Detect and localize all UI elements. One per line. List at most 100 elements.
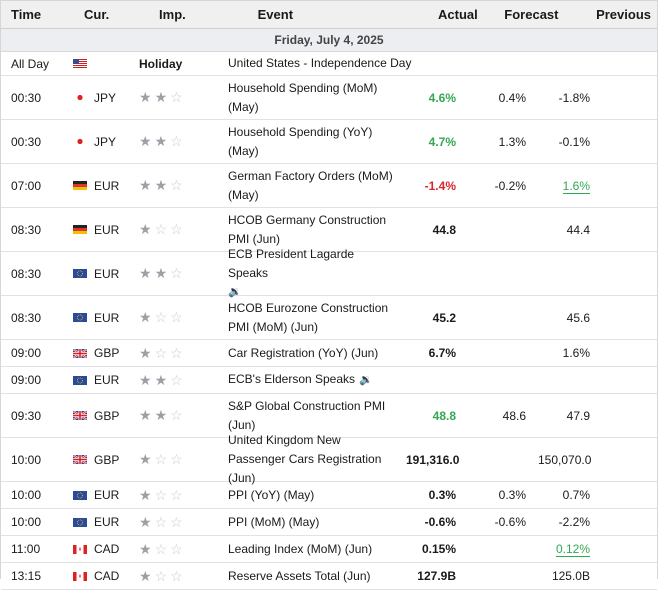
currency-cell: EUR xyxy=(67,223,133,237)
star-filled-icon: ★ xyxy=(139,407,155,423)
star-empty-icon: ☆ xyxy=(170,133,186,149)
currency-code: GBP xyxy=(94,346,120,360)
star-filled-icon: ★ xyxy=(154,265,171,281)
header-event[interactable]: Event xyxy=(257,7,294,22)
header-actual[interactable]: Actual xyxy=(438,7,478,22)
event-title[interactable]: PPI (MoM) (May) xyxy=(228,514,320,529)
importance-stars: ★★☆ xyxy=(133,265,222,282)
event-row[interactable]: 09:00 EUR ★★☆ ECB's Elderson Speaks 🔉 xyxy=(1,367,657,394)
event-row[interactable]: All Day Holiday United States - Independen… xyxy=(1,52,657,76)
event-time: 00:30 xyxy=(11,134,42,149)
event-title[interactable]: Reserve Assets Total (Jun) xyxy=(228,568,371,583)
event-row[interactable]: 09:30 GBP ★★☆ S&P Global Construction PMI (… xyxy=(1,394,657,438)
event-name[interactable]: German Factory Orders (MoM) (May) xyxy=(222,167,400,205)
previous-value: -1.8% xyxy=(532,91,624,105)
header-cur[interactable]: Cur. xyxy=(84,7,110,22)
event-row[interactable]: 10:00 EUR ★☆☆ PPI (YoY) (May) 0.3% 0.3% 0.7% xyxy=(1,482,657,509)
star-filled-icon: ★ xyxy=(139,567,155,584)
event-row[interactable]: 13:15 CAD ★☆☆ Reserve Assets Total (Jun) 127… xyxy=(1,563,657,590)
event-title[interactable]: Car Registration (YoY) (Jun) xyxy=(228,345,379,360)
event-name[interactable]: HCOB Eurozone Construction PMI (MoM) (Ju… xyxy=(222,299,400,337)
event-row[interactable]: 10:00 GBP ★☆☆ United Kingdom New Passenger … xyxy=(1,433,657,485)
event-row[interactable]: 09:00 GBP ★☆☆ Car Registration (YoY) (Jun) 6… xyxy=(1,340,657,367)
flag-eu-icon xyxy=(73,269,87,278)
event-title[interactable]: HCOB Germany Construction PMI (Jun) xyxy=(228,212,387,246)
event-row[interactable]: 00:30 JPY ★★☆ Household Spending (YoY) (May… xyxy=(1,120,657,164)
event-row[interactable]: 07:00 EUR ★★☆ German Factory Orders (MoM) (… xyxy=(1,164,657,208)
event-title[interactable]: Household Spending (YoY) (May) xyxy=(228,124,373,158)
star-empty-icon: ☆ xyxy=(170,344,186,361)
header-forecast[interactable]: Forecast xyxy=(504,7,559,22)
event-row[interactable]: 11:00 CAD ★☆☆ Leading Index (MoM) (Jun) 0.15… xyxy=(1,536,657,563)
currency-code: EUR xyxy=(94,515,120,529)
importance-stars: ★☆☆ xyxy=(133,221,222,238)
event-title[interactable]: HCOB Eurozone Construction PMI (MoM) (Ju… xyxy=(228,300,389,334)
event-time: All Day xyxy=(11,56,50,71)
importance-stars: ★☆☆ xyxy=(133,541,222,558)
previous-value: 44.4 xyxy=(532,223,624,237)
event-time: 08:30 xyxy=(11,222,42,237)
event-name[interactable]: ECB President Lagarde Speaks 🔉 xyxy=(222,245,400,302)
actual-value: 0.15% xyxy=(421,542,456,556)
currency-cell: EUR xyxy=(67,373,133,387)
event-name[interactable]: ECB's Elderson Speaks 🔉 xyxy=(222,370,400,390)
event-name[interactable]: PPI (MoM) (May) xyxy=(222,513,400,532)
event-row[interactable]: 08:30 EUR ★★☆ ECB President Lagarde Speaks 🔉 xyxy=(1,247,657,298)
event-list: All Day Holiday United States - Independen… xyxy=(1,52,657,590)
flag-eu-icon xyxy=(73,313,87,322)
event-time: 10:00 xyxy=(11,515,42,529)
star-filled-icon: ★ xyxy=(139,221,155,237)
star-filled-icon: ★ xyxy=(139,177,155,193)
event-title[interactable]: ECB President Lagarde Speaks xyxy=(228,247,355,280)
star-filled-icon: ★ xyxy=(154,371,171,388)
currency-cell: EUR xyxy=(67,311,133,325)
header-previous[interactable]: Previous xyxy=(596,7,651,22)
previous-text: 45.6 xyxy=(566,310,590,325)
previous-text: -1.8% xyxy=(558,90,590,105)
star-empty-icon: ☆ xyxy=(154,513,171,530)
event-name[interactable]: PPI (YoY) (May) xyxy=(222,486,400,505)
importance-stars: ★★☆ xyxy=(133,133,222,150)
currency-code: GBP xyxy=(94,408,120,423)
flag-gb-icon xyxy=(73,455,87,464)
previous-text: 125.0B xyxy=(551,569,590,583)
star-empty-icon: ☆ xyxy=(154,344,171,361)
currency-cell: CAD xyxy=(67,569,133,583)
star-empty-icon: ☆ xyxy=(170,513,186,530)
event-time: 10:00 xyxy=(11,488,42,502)
event-name[interactable]: Car Registration (YoY) (Jun) xyxy=(222,344,400,363)
event-name[interactable]: Household Spending (YoY) (May) xyxy=(222,123,400,161)
event-time: 09:00 xyxy=(11,346,42,360)
event-name[interactable]: United States - Independence Day xyxy=(222,54,462,73)
event-title[interactable]: ECB's Elderson Speaks xyxy=(228,372,356,386)
event-name[interactable]: Household Spending (MoM) (May) xyxy=(222,79,400,117)
event-title[interactable]: United Kingdom New Passenger Cars Regist… xyxy=(228,433,382,485)
star-empty-icon: ☆ xyxy=(154,540,171,557)
event-name[interactable]: Reserve Assets Total (Jun) xyxy=(222,567,400,586)
star-empty-icon: ☆ xyxy=(170,177,186,193)
event-name[interactable]: HCOB Germany Construction PMI (Jun) xyxy=(222,211,400,249)
star-empty-icon: ☆ xyxy=(170,540,186,557)
event-row[interactable]: 08:30 EUR ★☆☆ HCOB Eurozone Construction PM… xyxy=(1,296,657,340)
currency-code: EUR xyxy=(94,310,120,325)
currency-code: EUR xyxy=(94,373,120,387)
event-row[interactable]: 00:30 JPY ★★☆ Household Spending (MoM) (May… xyxy=(1,76,657,120)
star-empty-icon: ☆ xyxy=(154,451,171,467)
header-imp[interactable]: Imp. xyxy=(159,7,186,22)
event-name[interactable]: Leading Index (MoM) (Jun) xyxy=(222,540,400,559)
event-title[interactable]: Household Spending (MoM) (May) xyxy=(228,80,378,114)
currency-cell: JPY xyxy=(67,91,133,105)
header-time[interactable]: Time xyxy=(11,7,42,22)
flag-ca-icon xyxy=(73,544,87,554)
event-title[interactable]: Leading Index (MoM) (Jun) xyxy=(228,541,373,556)
event-title[interactable]: United States - Independence Day xyxy=(228,56,412,70)
event-name[interactable]: S&P Global Construction PMI (Jun) xyxy=(222,397,400,435)
event-title[interactable]: S&P Global Construction PMI (Jun) xyxy=(228,398,386,432)
event-row[interactable]: 10:00 EUR ★☆☆ PPI (MoM) (May) -0.6% -0.6% -2.2… xyxy=(1,509,657,536)
speaker-icon: 🔉 xyxy=(359,374,373,386)
event-title[interactable]: German Factory Orders (MoM) (May) xyxy=(228,168,393,202)
currency-cell: CAD xyxy=(67,542,133,556)
event-row[interactable]: 08:30 EUR ★☆☆ HCOB Germany Construction PMI… xyxy=(1,208,657,252)
event-name[interactable]: United Kingdom New Passenger Cars Regist… xyxy=(222,431,400,488)
event-title[interactable]: PPI (YoY) (May) xyxy=(228,487,315,502)
